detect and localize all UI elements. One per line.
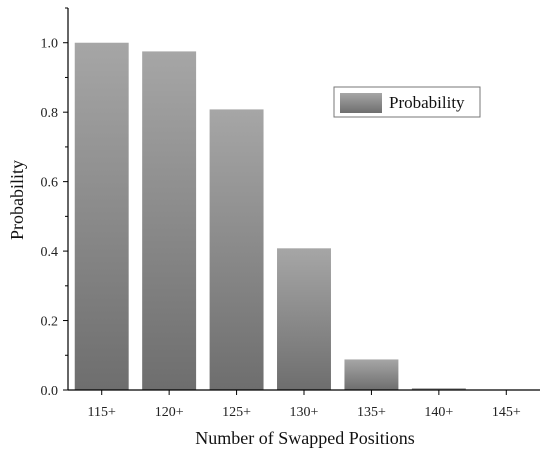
y-tick-label: 0.8	[41, 106, 59, 121]
y-tick-label: 1.0	[41, 37, 59, 52]
y-tick-label: 0.2	[41, 315, 59, 330]
legend-swatch	[340, 93, 382, 113]
bar-135+	[344, 359, 399, 390]
bar-125+	[209, 109, 264, 391]
x-tick-label: 140+	[424, 405, 453, 420]
x-tick-label: 120+	[155, 405, 184, 420]
x-axis-title: Number of Swapped Positions	[195, 428, 415, 448]
y-axis-title: Probability	[7, 160, 27, 240]
x-tick-label: 125+	[222, 405, 251, 420]
legend: Probability	[333, 86, 481, 118]
bar-130+	[277, 248, 331, 390]
y-tick-label: 0.4	[41, 245, 59, 260]
y-tick-label: 0.6	[41, 176, 59, 191]
x-tick-label: 135+	[357, 405, 386, 420]
bar-140+	[411, 388, 466, 390]
bar-120+	[142, 51, 197, 390]
x-tick-label: 130+	[290, 405, 319, 420]
y-tick-label: 0.0	[41, 384, 59, 399]
bars-group	[74, 42, 466, 391]
legend-label: Probability	[389, 93, 465, 112]
bar-115+	[74, 42, 129, 390]
x-ticks-group: 115+ 120+ 125+ 130+ 135+ 140+ 145+	[88, 390, 521, 420]
x-tick-label: 115+	[88, 405, 116, 420]
y-ticks-group: 0.0 0.2 0.4 0.6 0.8 1.0	[41, 7, 68, 399]
x-tick-label: 145+	[492, 405, 521, 420]
